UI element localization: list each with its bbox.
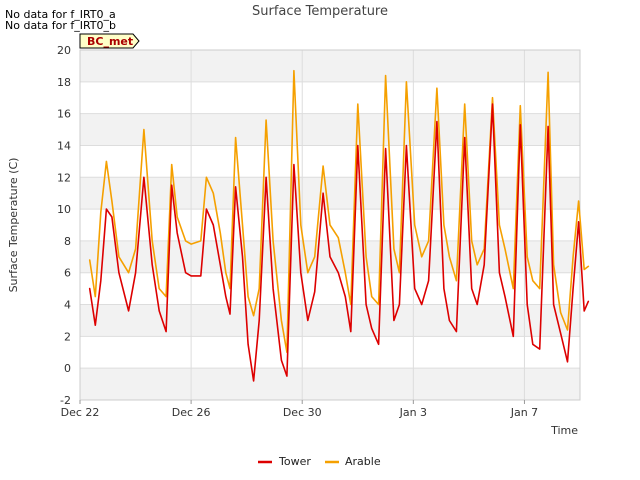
y-tick-label: 2: [64, 330, 71, 343]
x-tick-label: Dec 26: [172, 406, 211, 419]
grid-band: [80, 304, 580, 337]
chart-title: Surface Temperature: [252, 4, 388, 19]
y-tick-label: 10: [57, 203, 71, 216]
y-tick-label: 8: [64, 235, 71, 248]
y-tick-label: 4: [64, 299, 71, 312]
x-tick-label: Jan 7: [510, 406, 538, 419]
y-tick-label: 6: [64, 267, 71, 280]
legend-label-arable: Arable: [345, 455, 381, 468]
y-axis-title: Surface Temperature (C): [7, 158, 20, 293]
no-data-note-b: No data for f_IRT0_b: [5, 19, 116, 32]
grid-band: [80, 177, 580, 210]
x-axis-title: Time: [550, 424, 578, 437]
y-tick-label: 20: [57, 44, 71, 57]
bc-met-badge-label: BC_met: [87, 35, 133, 48]
grid-band: [80, 368, 580, 400]
grid-band: [80, 113, 580, 146]
series-lines: [88, 69, 590, 382]
y-axis: -2 0 2 4 6 8 10 12 14 16 18 20: [57, 44, 71, 407]
legend-label-tower: Tower: [278, 455, 311, 468]
x-tick-label: Dec 22: [61, 406, 100, 419]
series-line-arable: [88, 69, 590, 354]
y-tick-label: 16: [57, 108, 71, 121]
grid-band: [80, 50, 580, 82]
bc-met-badge: BC_met: [79, 33, 140, 49]
x-tick-label: Dec 30: [283, 406, 322, 419]
y-tick-label: 12: [57, 171, 71, 184]
legend: Tower Arable: [258, 455, 381, 468]
y-tick-label: -2: [60, 394, 71, 407]
x-axis: Dec 22 Dec 26 Dec 30 Jan 3 Jan 7: [61, 400, 538, 419]
x-tick-label: Jan 3: [399, 406, 427, 419]
y-tick-label: 14: [57, 139, 71, 152]
y-tick-label: 18: [57, 76, 71, 89]
series-line-tower: [88, 103, 590, 382]
no-data-note-a: No data for f_IRT0_a: [5, 8, 116, 21]
y-tick-label: 0: [64, 362, 71, 375]
